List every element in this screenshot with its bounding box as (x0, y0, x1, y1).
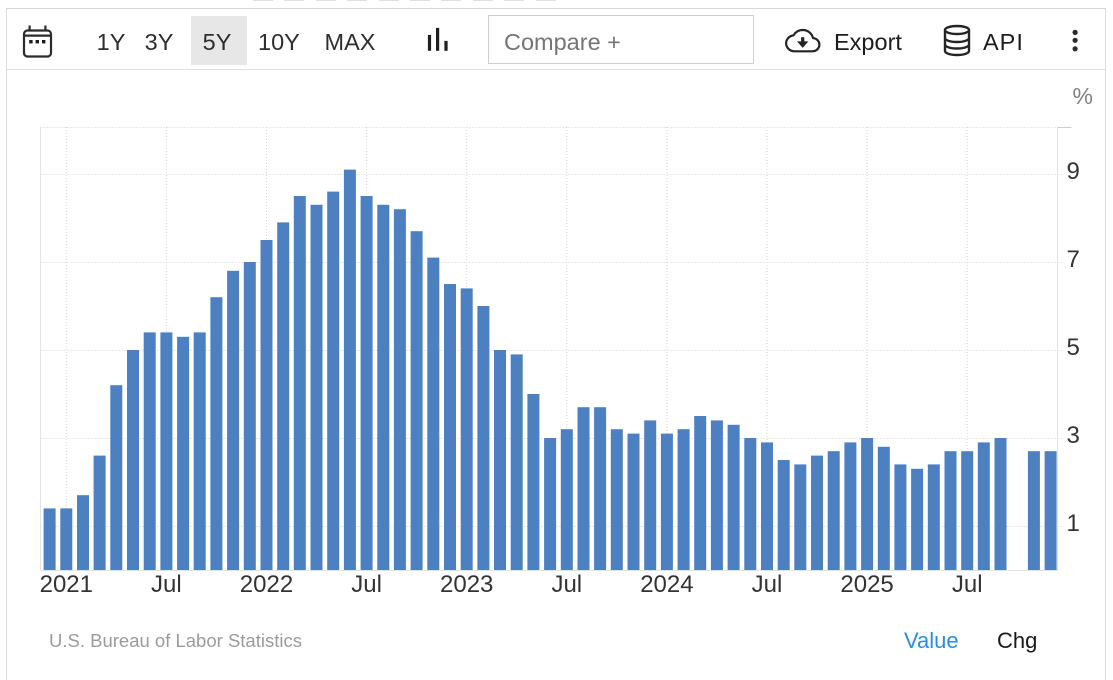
svg-text:Jul: Jul (752, 571, 783, 598)
svg-text:2021: 2021 (40, 571, 93, 598)
svg-text:1: 1 (1067, 510, 1080, 537)
svg-text:Jul: Jul (151, 571, 182, 598)
svg-text:Jul: Jul (952, 571, 983, 598)
svg-text:Jul: Jul (351, 571, 382, 598)
svg-text:2022: 2022 (240, 571, 293, 598)
svg-text:2023: 2023 (440, 571, 493, 598)
svg-text:7: 7 (1067, 246, 1080, 273)
svg-text:Jul: Jul (551, 571, 582, 598)
svg-text:9: 9 (1067, 158, 1080, 185)
svg-text:2025: 2025 (840, 571, 893, 598)
svg-text:3: 3 (1067, 422, 1080, 449)
svg-text:2024: 2024 (640, 571, 693, 598)
svg-text:%: % (1073, 83, 1093, 109)
svg-text:5: 5 (1067, 334, 1080, 361)
